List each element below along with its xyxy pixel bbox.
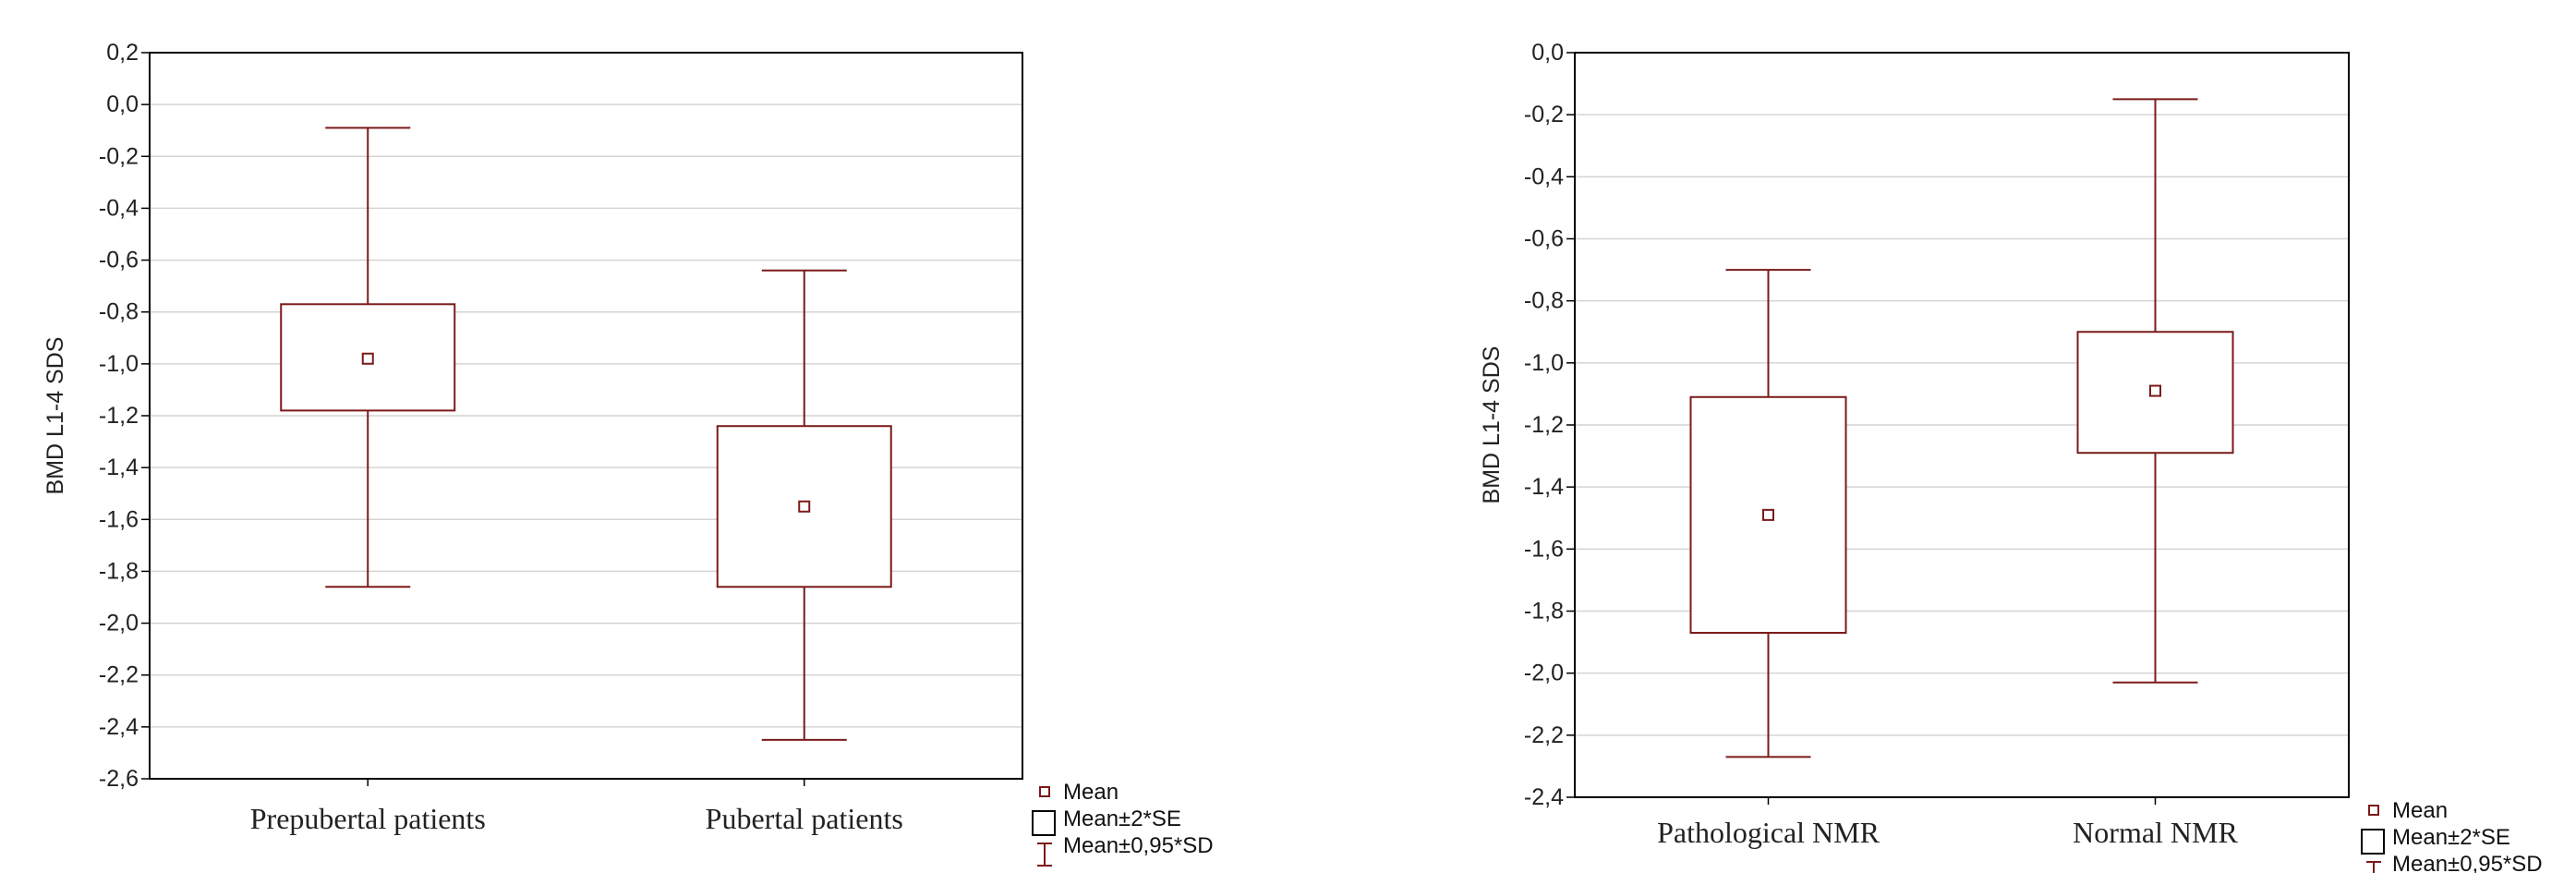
- mean-marker: [798, 500, 811, 513]
- y-tick-label: -2,0: [99, 611, 139, 637]
- y-tick-label: -1,2: [99, 403, 139, 429]
- y-tick-label: -1,4: [1524, 474, 1564, 500]
- y-tick-label: -2,2: [1524, 722, 1564, 748]
- y-tick-label: -1,8: [99, 558, 139, 584]
- chart-2: 0,0 -0,2 -0,4 -0,6 -0,8 -1,0 -1,2 -1,4 -1,6 -1,8 -…: [1479, 40, 2543, 873]
- legend-label: Mean±0,95*SD: [2392, 852, 2543, 873]
- y-tick-label: -1,2: [1524, 412, 1564, 438]
- mean-marker: [1762, 508, 1774, 521]
- y-tick-label: -0,2: [1524, 102, 1564, 127]
- category-label: Pubertal patients: [706, 802, 903, 835]
- category-label: Pathological NMR: [1657, 816, 1881, 849]
- y-tick-label: -2,2: [99, 662, 139, 688]
- y-tick-label: -0,8: [1524, 288, 1564, 314]
- y-tick-label: 0,0: [1531, 40, 1564, 66]
- y-axis-label: BMD L1-4 SDS: [1479, 346, 1505, 504]
- legend-label: Mean±2*SE: [1063, 806, 1181, 831]
- y-tick-label: -1,0: [1524, 350, 1564, 376]
- y-tick-label: -0,8: [99, 299, 139, 325]
- legend-mean-swatch: [1039, 786, 1050, 797]
- y-tick-label: -0,2: [99, 143, 139, 169]
- y-tick-label: -1,8: [1524, 599, 1564, 624]
- legend-label: Mean±0,95*SD: [1063, 833, 1214, 858]
- legend-se-swatch: [1032, 810, 1056, 836]
- plot-frame: [149, 52, 1023, 780]
- y-tick-label: -0,6: [1524, 226, 1564, 252]
- legend-label: Mean±2*SE: [2392, 825, 2510, 850]
- legend-label: Mean: [2392, 798, 2448, 823]
- y-tick-label: -1,6: [99, 506, 139, 532]
- y-tick-label: -1,0: [99, 351, 139, 377]
- legend-label: Mean: [1063, 780, 1119, 805]
- y-tick-label: -1,4: [99, 455, 139, 480]
- y-tick-label: -2,0: [1524, 661, 1564, 686]
- y-tick-label: -2,6: [99, 766, 139, 792]
- y-axis-label: BMD L1-4 SDS: [42, 337, 68, 495]
- legend-se-swatch: [2361, 829, 2385, 855]
- mean-marker: [361, 352, 374, 365]
- y-tick-label: 0,0: [106, 91, 139, 117]
- plot-frame: [1574, 52, 2350, 798]
- chart-1: 0,2 0,0 -0,2 -0,4 -0,6 -0,8 -1,0 -1,2 -1,4 -1,6 -1…: [42, 40, 1214, 867]
- y-tick-label: -1,6: [1524, 536, 1564, 562]
- y-tick-label: -2,4: [99, 714, 139, 740]
- mean-marker: [2149, 384, 2161, 397]
- category-label: Prepubertal patients: [250, 802, 486, 835]
- y-tick-label: -0,6: [99, 248, 139, 273]
- y-tick-label: -0,4: [99, 195, 139, 221]
- y-tick-label: -0,4: [1524, 164, 1564, 189]
- legend-mean-swatch: [2368, 805, 2379, 816]
- y-tick-label: -2,4: [1524, 784, 1564, 810]
- category-label: Normal NMR: [2073, 816, 2238, 849]
- y-tick-label: 0,2: [106, 40, 139, 66]
